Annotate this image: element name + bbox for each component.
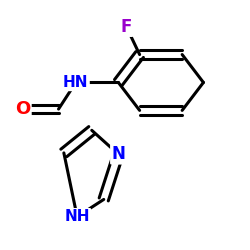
Text: N: N bbox=[112, 145, 125, 163]
Text: HN: HN bbox=[63, 75, 88, 90]
Text: O: O bbox=[15, 100, 30, 118]
Text: NH: NH bbox=[64, 209, 90, 224]
Text: F: F bbox=[121, 18, 132, 36]
